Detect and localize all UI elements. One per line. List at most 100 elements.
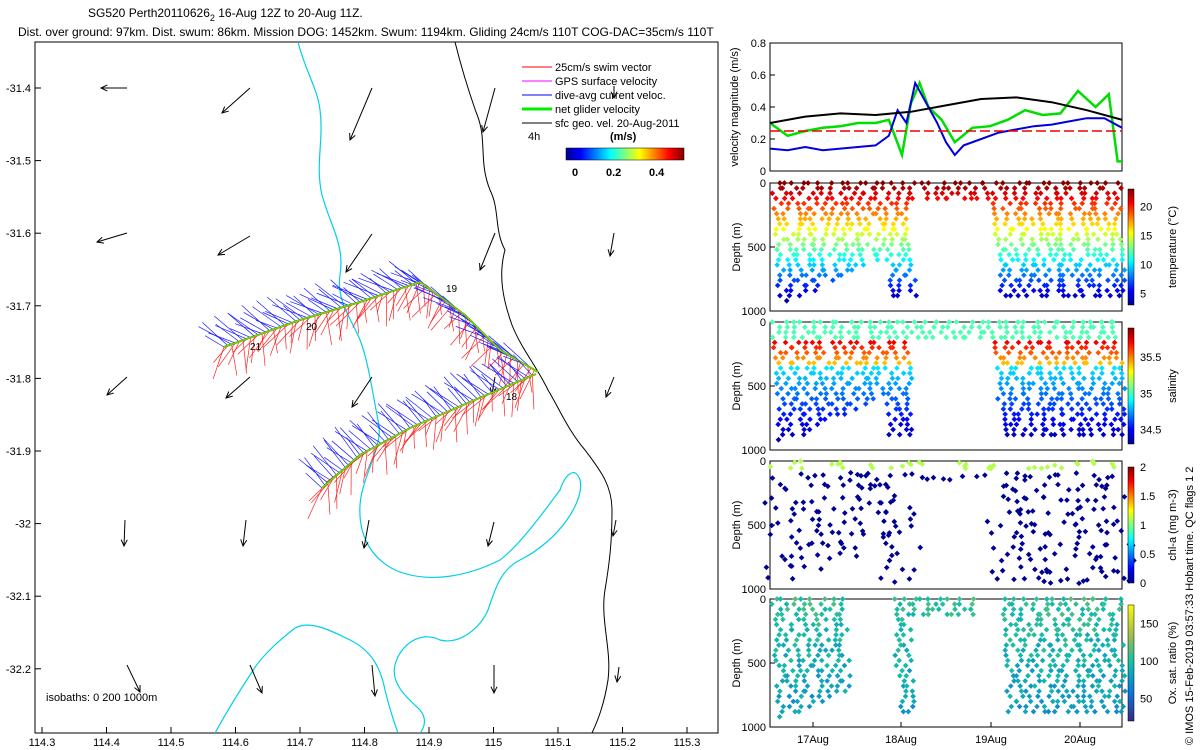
profile-point	[929, 334, 936, 341]
profile-point	[812, 472, 818, 479]
profile-point	[1062, 637, 1069, 643]
lat-tick-label: -31.9	[6, 446, 31, 458]
profile-point	[1107, 360, 1113, 366]
profile-point	[1037, 210, 1043, 217]
profile-point	[883, 355, 889, 361]
profile-point	[1058, 395, 1065, 402]
profile-point	[1017, 349, 1024, 356]
profile-point	[857, 180, 864, 186]
profile-point	[843, 241, 849, 248]
swim-vector	[464, 314, 468, 349]
profile-point	[1026, 282, 1032, 289]
profile-point	[900, 370, 907, 377]
profile-point	[820, 267, 827, 273]
current-vector	[235, 323, 263, 334]
profile-point	[1044, 606, 1051, 613]
profile-point	[827, 329, 834, 336]
profile-point	[997, 251, 1003, 258]
profile-point	[893, 632, 900, 638]
profile-point	[1088, 431, 1095, 438]
profile-point	[789, 431, 796, 438]
profile-point	[1057, 231, 1064, 238]
profile-point	[1045, 708, 1052, 715]
profile-point	[838, 272, 844, 278]
profile-point	[882, 205, 888, 212]
profile-point	[1026, 693, 1033, 700]
profile-point	[1047, 531, 1053, 538]
profile-point	[956, 459, 963, 466]
profile-point	[870, 395, 877, 402]
profile-point	[1079, 272, 1086, 278]
lon-tick-label: 114.7	[287, 737, 314, 749]
profile-point	[794, 277, 801, 284]
profile-point	[853, 385, 859, 392]
profile-point	[885, 380, 892, 387]
profile-point	[1019, 380, 1026, 387]
profile-point	[1069, 344, 1075, 351]
geo-arrow	[487, 521, 495, 547]
profile-point	[1018, 564, 1024, 570]
profile-point	[800, 246, 807, 253]
profile-point	[1102, 416, 1109, 423]
profile-point	[1013, 375, 1020, 382]
profile-point	[941, 180, 948, 186]
profile-point	[1055, 672, 1061, 679]
profile-point	[1101, 693, 1108, 700]
swim-vector	[363, 451, 368, 483]
profile-point	[776, 632, 782, 638]
profile-point	[1100, 703, 1107, 710]
profile-point	[1049, 406, 1056, 412]
profile-point	[894, 365, 900, 371]
profile-point	[1089, 596, 1096, 602]
profile-point	[1057, 236, 1064, 243]
profile-point	[784, 205, 791, 212]
profile-point	[944, 611, 951, 618]
profile-point	[902, 231, 909, 238]
profile-point	[1119, 246, 1126, 253]
profile-point	[1098, 527, 1104, 534]
profile-point	[1066, 616, 1072, 623]
geo-arrow	[612, 519, 617, 537]
profile-point	[1071, 200, 1078, 207]
profile-point	[1070, 626, 1076, 633]
profile-point	[869, 344, 876, 351]
profile-point	[997, 272, 1004, 278]
profile-point	[834, 221, 841, 227]
profile-point	[1051, 431, 1058, 438]
profile-point	[1107, 611, 1113, 618]
profile-point	[884, 401, 890, 407]
profile-point	[867, 481, 874, 488]
profile-point	[887, 421, 894, 428]
profile-point	[992, 231, 999, 238]
profile-point	[1044, 287, 1051, 294]
profile-point	[1061, 251, 1068, 258]
profile-point	[1002, 647, 1009, 654]
profile-point	[1102, 652, 1108, 659]
profile-point	[1012, 395, 1019, 402]
profile-point	[1030, 324, 1037, 330]
profile-point	[900, 390, 907, 397]
profile-point	[1093, 401, 1100, 407]
profile-point	[841, 344, 848, 351]
profile-point	[810, 241, 817, 248]
geo-arrow-head	[134, 684, 141, 694]
profile-point	[1088, 698, 1095, 705]
profile-point	[852, 516, 858, 522]
profile-point	[995, 241, 1001, 248]
profile-point	[1096, 678, 1103, 684]
profile-point	[826, 251, 833, 258]
profile-point	[1105, 385, 1112, 392]
geo-arrow	[221, 87, 251, 114]
profile-point	[853, 185, 860, 191]
figure-title: SG520 Perth201106262 16-Aug 12Z to 20-Au…	[88, 6, 363, 23]
profile-point	[1100, 385, 1107, 392]
profile-point	[1043, 195, 1050, 202]
profile-point	[924, 190, 931, 197]
profile-point	[815, 621, 822, 628]
profile-point	[817, 370, 823, 377]
profile-point	[896, 287, 902, 294]
profile-point	[816, 632, 823, 638]
profile-point	[839, 652, 845, 659]
profile-point	[903, 406, 910, 412]
profile-point	[1088, 611, 1095, 618]
